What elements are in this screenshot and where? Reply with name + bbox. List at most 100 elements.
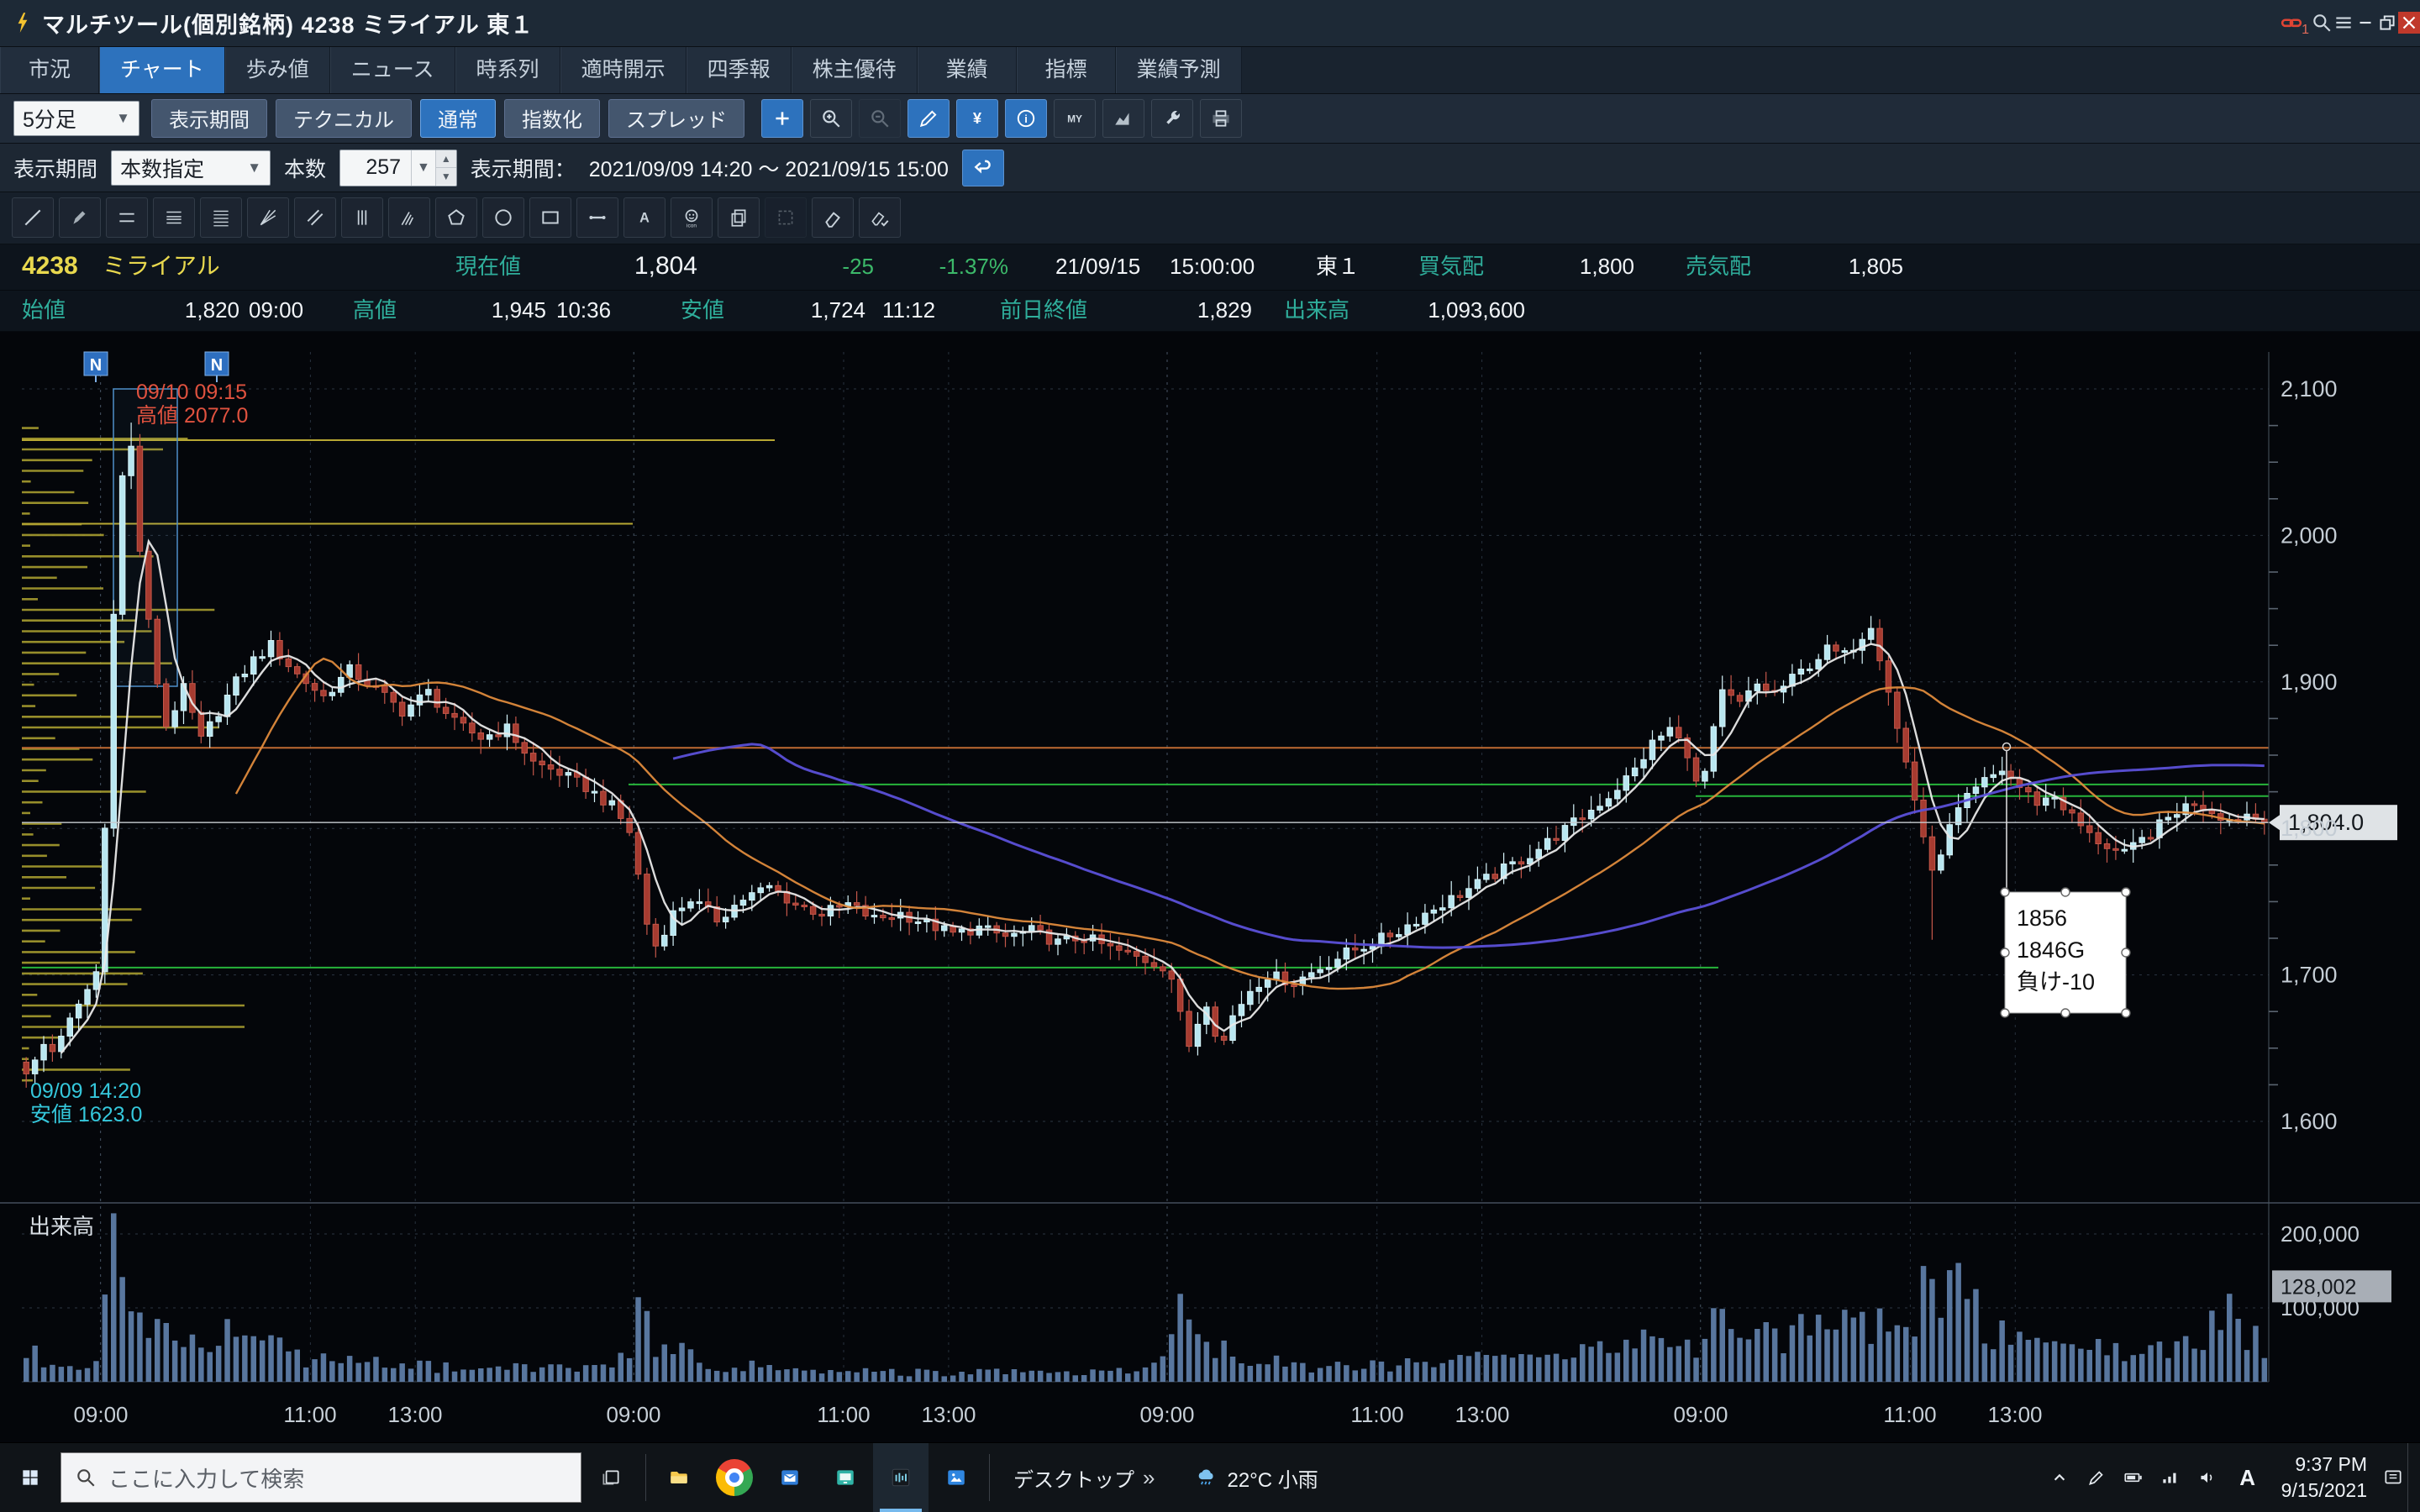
chart-area[interactable]: 1,804.0出来高2,1002,0001,9001,8001,7001,600… [0, 332, 2420, 1442]
tab-株主優待[interactable]: 株主優待 [792, 47, 918, 93]
zoom-out-icon [869, 108, 891, 129]
taskbar: ここに入力して検索 デスクトップ » 22°C 小雨 A 9:37 PM 9/1… [0, 1442, 2420, 1512]
open-price: 1,820 [101, 291, 239, 330]
toolbar-button-表示期間[interactable]: 表示期間 [151, 99, 267, 138]
info-icon: i [1015, 108, 1037, 129]
volume-icon[interactable] [2189, 1443, 2226, 1512]
caret-down-icon[interactable]: ▼ [411, 150, 435, 186]
restore-button[interactable] [2376, 12, 2398, 34]
task-view-button[interactable] [581, 1443, 640, 1512]
show-desktop-button[interactable] [2407, 1443, 2417, 1512]
draw-pencil-button[interactable] [908, 99, 950, 138]
area-chart-button[interactable] [1102, 99, 1144, 138]
action-center-icon[interactable] [2382, 1467, 2404, 1488]
crosshair-plus-button[interactable] [761, 99, 803, 138]
my-menu-button[interactable]: MY [1054, 99, 1096, 138]
titlebar-search-icon[interactable] [2311, 12, 2333, 34]
tab-四季報[interactable]: 四季報 [687, 47, 792, 93]
timeframe-select[interactable]: 5分足▼ [13, 101, 139, 136]
draw-tool-ellipse[interactable] [482, 197, 524, 238]
chevron-right-icon[interactable]: » [1143, 1465, 1155, 1491]
draw-tool-duplicate[interactable] [718, 197, 760, 238]
minimize-button[interactable] [2354, 12, 2376, 34]
taskbar-app-remote-monitor[interactable] [818, 1443, 873, 1512]
yen-button[interactable]: ¥ [956, 99, 998, 138]
draw-tool-select[interactable] [765, 197, 807, 238]
taskbar-app-trading-app[interactable] [873, 1443, 929, 1512]
fibonacci-lines-icon [163, 207, 185, 228]
tab-業績[interactable]: 業績 [918, 47, 1017, 93]
taskbar-clock[interactable]: 9:37 PM 9/15/2021 [2270, 1452, 2379, 1504]
market-section: 東１ [1316, 244, 1360, 288]
toolbar-button-スプレッド[interactable]: スプレッド [608, 99, 744, 138]
tab-業績予測[interactable]: 業績予測 [1116, 47, 1242, 93]
draw-tool-parallel-channel[interactable] [294, 197, 336, 238]
network-icon[interactable] [2152, 1443, 2189, 1512]
draw-tool-horizontal-lines[interactable] [106, 197, 148, 238]
draw-tool-grid-lines[interactable] [200, 197, 242, 238]
desktop-label: デスクトップ [1013, 1463, 1134, 1493]
quote-row-1: 4238 ミライアル 現在値 1,804 -25 -1.37% 21/09/15… [0, 244, 2420, 291]
candlestick-chart[interactable]: 1,804.0出来高2,1002,0001,9001,8001,7001,600… [0, 332, 2420, 1442]
taskbar-app-photos[interactable] [929, 1443, 984, 1512]
tab-歩み値[interactable]: 歩み値 [225, 47, 330, 93]
tab-ニュース[interactable]: ニュース [330, 47, 455, 93]
count-spinner[interactable]: ▲▼ [435, 150, 456, 186]
pen-input-icon[interactable] [2078, 1443, 2115, 1512]
draw-tool-freehand-pen[interactable] [59, 197, 101, 238]
battery-icon[interactable] [2115, 1443, 2152, 1512]
taskbar-app-mail[interactable] [762, 1443, 818, 1512]
tab-指標[interactable]: 指標 [1017, 47, 1116, 93]
zoom-in-button[interactable] [810, 99, 852, 138]
hidden-icons-icon[interactable] [2041, 1443, 2078, 1512]
volume-label: 出来高 [1284, 291, 1349, 330]
draw-tool-eraser[interactable] [812, 197, 854, 238]
draw-tool-segment[interactable] [576, 197, 618, 238]
settings-wrench-button[interactable] [1151, 99, 1193, 138]
info-button[interactable]: i [1005, 99, 1047, 138]
text-icon: A [634, 207, 655, 228]
parallel-channel-icon [304, 207, 326, 228]
taskbar-app-chrome[interactable] [707, 1443, 762, 1512]
ime-indicator[interactable]: A [2229, 1465, 2266, 1491]
tab-時系列[interactable]: 時系列 [455, 47, 560, 93]
draw-tool-text[interactable]: A [623, 197, 666, 238]
taskbar-app-explorer[interactable] [651, 1443, 707, 1512]
draw-tool-clear-drawings[interactable] [859, 197, 901, 238]
draw-tool-gann-fan[interactable] [247, 197, 289, 238]
toolbar-button-通常[interactable]: 通常 [420, 99, 496, 138]
close-button[interactable] [2398, 12, 2420, 34]
toolbar-button-テクニカル[interactable]: テクニカル [276, 99, 412, 138]
reset-period-button[interactable] [962, 150, 1004, 186]
draw-tool-pitchfork[interactable] [388, 197, 430, 238]
tab-チャート[interactable]: チャート [99, 47, 225, 93]
svg-text:13:00: 13:00 [1455, 1402, 1509, 1427]
count-input[interactable]: 257 ▼ ▲▼ [339, 150, 457, 186]
draw-tool-rectangle[interactable] [529, 197, 571, 238]
toolbar-button-指数化[interactable]: 指数化 [504, 99, 600, 138]
draw-tool-vertical-lines[interactable] [341, 197, 383, 238]
svg-text:N: N [211, 356, 223, 375]
high-label: 高値 [353, 291, 397, 330]
draw-tool-trendline[interactable] [12, 197, 54, 238]
tab-適時開示[interactable]: 適時開示 [560, 47, 687, 93]
desktop-toolbar[interactable]: デスクトップ » [1013, 1463, 1155, 1493]
eraser-icon [822, 207, 844, 228]
draw-tool-fibonacci-lines[interactable] [153, 197, 195, 238]
titlebar-menu-icon[interactable] [2333, 12, 2354, 34]
draw-tool-icon-stamp[interactable]: icon [671, 197, 713, 238]
start-button[interactable] [0, 1443, 60, 1512]
link-icon[interactable]: 1 [2272, 6, 2311, 39]
count-mode-select[interactable]: 本数指定▼ [111, 150, 271, 186]
print-button[interactable] [1200, 99, 1242, 138]
prev-close-label: 前日終値 [1000, 291, 1087, 330]
current-price: 1,804 [555, 244, 697, 288]
settings-wrench-icon [1161, 108, 1183, 129]
taskbar-search-input[interactable]: ここに入力して検索 [60, 1452, 581, 1503]
draw-tool-polygon[interactable] [435, 197, 477, 238]
svg-text:09:00: 09:00 [1139, 1402, 1194, 1427]
tab-市況[interactable]: 市況 [0, 47, 99, 93]
horizontal-lines-icon [116, 207, 138, 228]
svg-text:11:00: 11:00 [1350, 1402, 1403, 1427]
weather-widget[interactable]: 22°C 小雨 [1195, 1463, 1318, 1493]
